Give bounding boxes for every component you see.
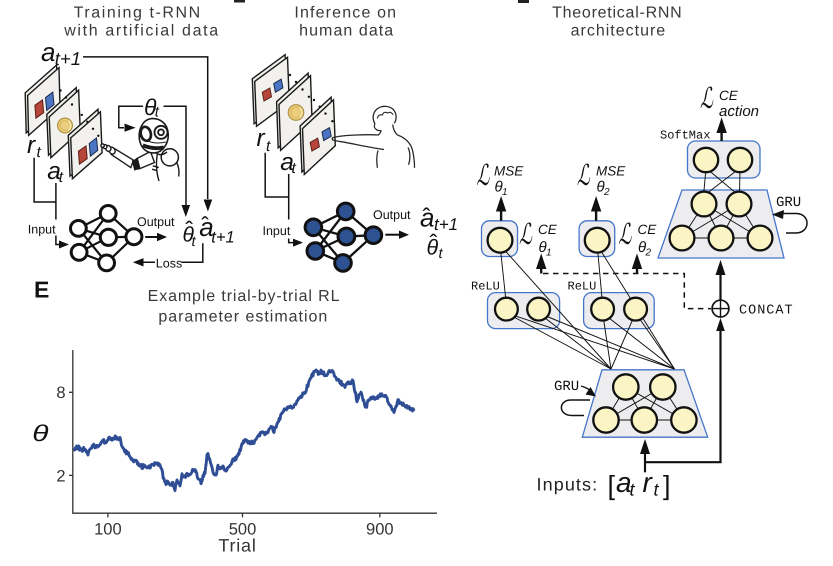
svg-text:t: t (630, 480, 636, 500)
svg-text:t+1: t+1 (211, 228, 234, 246)
svg-text:500: 500 (229, 521, 257, 539)
svg-text:]: ] (663, 471, 671, 501)
svg-text:r: r (643, 467, 654, 498)
svg-text:θ: θ (638, 239, 646, 256)
svg-text:t: t (155, 104, 160, 121)
svg-text:Input: Input (28, 223, 56, 237)
svg-text:Theoretical-RNN: Theoretical-RNN (552, 4, 682, 21)
svg-text:θ: θ (427, 236, 439, 260)
svg-text:a: a (47, 158, 61, 185)
svg-text:ℒ: ℒ (700, 83, 714, 115)
svg-text:r: r (257, 125, 266, 152)
svg-text:a: a (616, 467, 632, 498)
svg-text:CE: CE (719, 88, 739, 103)
svg-text:Inputs:: Inputs: (537, 475, 599, 495)
svg-text:a: a (420, 203, 434, 233)
svg-text:8: 8 (56, 384, 65, 402)
svg-text:900: 900 (366, 521, 394, 539)
svg-text:θ: θ (597, 179, 605, 196)
svg-text:θ: θ (183, 224, 195, 247)
svg-text:a: a (199, 212, 213, 242)
svg-text:action: action (719, 103, 759, 120)
svg-text:Inference on: Inference on (294, 5, 397, 22)
svg-text:Example trial-by-trial RL: Example trial-by-trial RL (148, 288, 341, 305)
svg-text:CE: CE (538, 222, 558, 237)
svg-text:1: 1 (546, 248, 552, 259)
svg-text:θ: θ (539, 239, 547, 256)
svg-text:Input: Input (263, 224, 291, 238)
svg-text:ℒ: ℒ (618, 219, 632, 251)
svg-text:Training t-RNN: Training t-RNN (74, 4, 202, 21)
svg-text:t: t (192, 234, 197, 250)
svg-text:θ: θ (144, 94, 157, 120)
svg-text:t+1: t+1 (434, 215, 458, 234)
svg-text:ℒ: ℒ (577, 160, 591, 192)
svg-text:ReLU: ReLU (568, 280, 597, 294)
svg-text:θ: θ (495, 179, 503, 196)
svg-text:r: r (27, 132, 36, 159)
svg-text:ˆ: ˆ (423, 204, 431, 231)
svg-text:GRU: GRU (776, 195, 801, 211)
svg-text:MSE: MSE (596, 164, 626, 179)
svg-text:E: E (34, 276, 49, 302)
svg-text:1: 1 (502, 187, 508, 198)
svg-text:t: t (266, 138, 271, 155)
svg-text:2: 2 (645, 248, 652, 259)
svg-text:CONCAT: CONCAT (739, 304, 794, 319)
svg-text:[: [ (608, 471, 616, 501)
svg-text:2: 2 (56, 468, 65, 486)
svg-text:CE: CE (638, 222, 658, 237)
svg-text:ℒ: ℒ (519, 219, 533, 251)
svg-text:architecture: architecture (571, 23, 667, 40)
svg-text:human data: human data (299, 23, 394, 40)
svg-text:θ: θ (32, 420, 49, 446)
svg-text:ˆ: ˆ (185, 217, 193, 243)
svg-text:Loss: Loss (156, 257, 182, 271)
svg-text:t+1: t+1 (55, 48, 81, 69)
svg-text:100: 100 (94, 521, 122, 539)
svg-text:Output: Output (137, 215, 175, 229)
svg-text:a: a (280, 149, 294, 176)
svg-text:SoftMax: SoftMax (660, 129, 710, 143)
svg-text:parameter estimation: parameter estimation (158, 309, 328, 326)
svg-text:Output: Output (373, 208, 411, 222)
svg-text:MSE: MSE (494, 164, 524, 179)
svg-text:t: t (292, 160, 297, 177)
svg-text:with artificial data: with artificial data (63, 22, 220, 39)
svg-text:Trial: Trial (218, 535, 256, 555)
svg-text:ℒ: ℒ (476, 160, 490, 192)
svg-text:GRU: GRU (554, 379, 579, 395)
svg-text:t: t (654, 480, 660, 500)
svg-text:a: a (41, 37, 55, 67)
svg-text:2: 2 (603, 187, 610, 198)
svg-text:t: t (59, 169, 64, 186)
svg-text:ˆ: ˆ (430, 230, 438, 256)
svg-text:t: t (37, 144, 42, 161)
svg-text:ReLU: ReLU (471, 280, 500, 294)
svg-text:t: t (439, 246, 444, 262)
svg-text:ˆ: ˆ (201, 212, 209, 238)
